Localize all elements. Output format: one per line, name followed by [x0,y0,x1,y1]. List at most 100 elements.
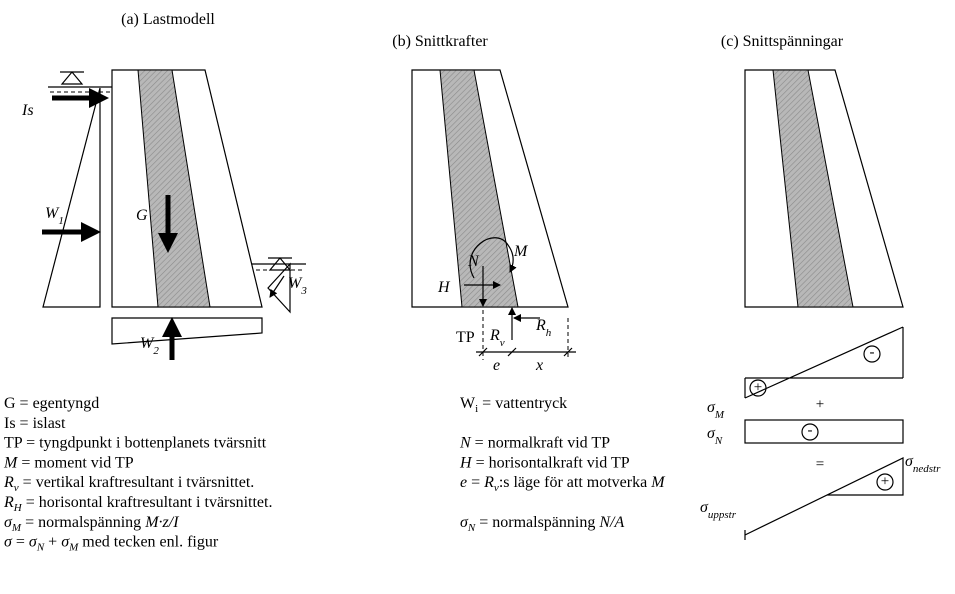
legend-line: G = egentyngd [4,395,99,412]
panel-c: + - + - = + σM σN σnedstr σuppstr [700,69,941,540]
label-sub: 2 [153,345,159,357]
legend-line: H = horisontalkraft vid TP [459,454,630,471]
label: σ [905,453,914,470]
legend-text: σ [29,534,38,551]
legend-text: = normalkraft vid TP [471,435,610,452]
legend-text: N/A [598,514,624,531]
legend-text: R [3,494,14,511]
label-sub: uppstr [708,509,737,521]
label-sub: 3 [300,285,307,297]
panel-title: (a) Lastmodell [121,11,215,28]
legend-text: M [11,522,22,534]
legend-text: H [459,454,473,471]
label: σnedstr [905,453,941,475]
legend-line: Wi = vattentryck [460,395,567,415]
legend-text: M [68,542,79,554]
legend-line: TP = tyngdpunkt i bottenplanets tvärsnit… [4,435,267,452]
label: Is [21,102,34,119]
label: M [513,243,529,260]
legend-text: N [36,542,45,554]
legend-line: σN = normalspänning N/A [460,514,624,534]
legend-text: N [467,522,476,534]
legend-text: = horisontalkraft vid TP [472,454,630,471]
legend-text: = [12,534,29,551]
label: H [437,279,451,296]
operator: + [816,396,824,412]
panel-title: (b) Snittkrafter [392,33,488,50]
label: σ [700,499,709,516]
label: W1 [45,205,64,227]
legend-text: = horisontal kraftresultant i tvärsnitte… [22,494,273,511]
legend-text: = normalspänning [475,514,599,531]
legend-text: σ [4,534,13,551]
legend-text: M [3,454,19,471]
label: σuppstr [700,499,737,521]
legend: G = egentyngd Is = islast TP = tyngdpunkt … [3,395,666,554]
sign: + [754,379,762,395]
label: W [140,335,155,352]
label-sub: nedstr [913,463,941,475]
label-sub: 1 [58,215,64,227]
legend-text: M [650,474,666,491]
label: W [45,205,60,222]
legend-text: = vattentryck [478,395,567,412]
legend-text: Is = islast [4,415,66,432]
label: W2 [140,335,159,357]
legend-text: = vertikal kraftresultant i tvärsnittet. [19,474,255,491]
legend-line: Is = islast [4,415,66,432]
legend-text: σ [4,514,13,531]
legend-line: RH = horisontal kraftresultant i tvärsni… [3,494,272,514]
legend-text: H [13,502,23,514]
label: σ [707,399,716,416]
label-sub: M [714,409,725,421]
label-sub: N [714,435,723,447]
label: W3 [288,275,307,297]
label-sub: h [546,327,552,339]
legend-text: i [475,403,478,415]
label: W [288,275,303,292]
label: σ [707,425,716,442]
sign: + [881,473,889,489]
legend-text: G = egentyngd [4,395,99,412]
legend-line: e = Rv:s läge för att motverka M [460,474,666,494]
panel-b: N M H TP Rv Rh e x [411,69,576,374]
legend-text: e [460,474,467,491]
legend-text: med tecken enl. figur [78,534,219,551]
legend-text: σ [61,534,70,551]
legend-text: TP = tyngdpunkt i bottenplanets tvärsnit… [4,435,267,452]
legend-text: N [459,435,472,452]
legend-line: N = normalkraft vid TP [459,435,610,452]
label: σN [707,425,723,447]
label: R [535,317,546,334]
legend-text: = moment vid TP [17,454,133,471]
label: x [535,357,543,374]
sign: - [808,422,813,438]
label: Rv [489,327,505,349]
legend-text: = [467,474,484,491]
legend-text: v [14,482,19,494]
panel-a: Is W1 G W3 W2 [21,69,307,360]
label: e [493,357,500,374]
panel-title: (c) Snittspänningar [721,33,844,50]
sign: - [870,344,875,360]
label: TP [456,329,475,346]
legend-text: σ [460,514,469,531]
legend-text: R [483,474,494,491]
legend-text: = normalspänning [21,514,145,531]
legend-text: v [494,482,499,494]
label-sub: v [500,337,505,349]
legend-text: :s läge för att motverka [499,474,651,491]
label: N [467,253,480,270]
operator: = [816,456,824,472]
label: Rh [535,317,552,339]
label: σM [707,399,725,421]
legend-text: W [460,395,476,412]
legend-text: + [44,534,61,551]
label: R [489,327,500,344]
legend-line: M = moment vid TP [3,454,134,471]
legend-line: σM = normalspänning M·z/I [4,514,179,534]
label: G [136,207,148,224]
legend-text: M·z/I [144,514,179,531]
legend-line: σ = σN + σM med tecken enl. figur [4,534,219,554]
